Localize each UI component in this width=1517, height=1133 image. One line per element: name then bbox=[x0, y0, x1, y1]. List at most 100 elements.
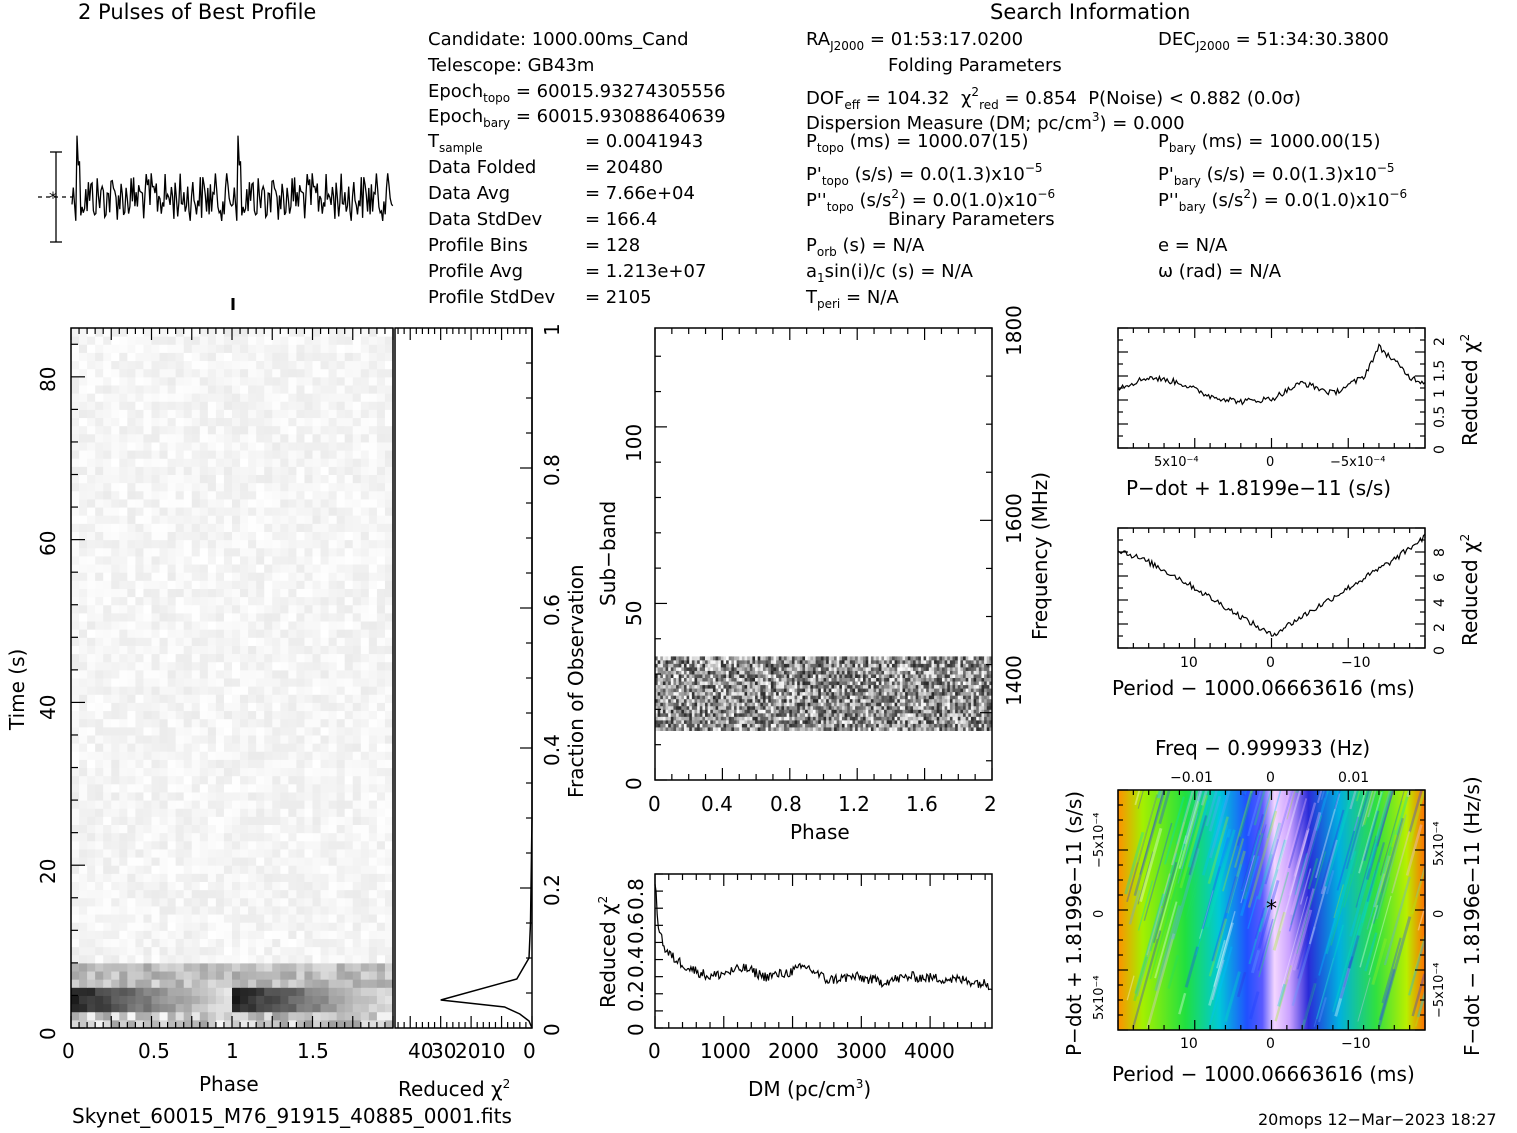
sb-cell bbox=[857, 712, 861, 717]
tp-cell bbox=[79, 515, 88, 524]
sb-cell bbox=[799, 705, 803, 710]
sb-cell bbox=[760, 688, 764, 693]
tp-cell bbox=[328, 800, 338, 809]
sb-cell bbox=[968, 712, 972, 717]
tp-cell bbox=[232, 889, 241, 899]
tp-cell bbox=[280, 881, 289, 891]
tp-cell bbox=[215, 791, 225, 801]
sb-cell bbox=[905, 716, 909, 721]
tp-cell bbox=[336, 564, 346, 573]
sb-cell bbox=[768, 712, 772, 717]
tp-cell bbox=[352, 987, 362, 996]
tp-cell bbox=[264, 417, 273, 427]
sb-cell bbox=[852, 712, 856, 717]
tp-cell bbox=[151, 661, 161, 671]
tp-cell bbox=[352, 962, 362, 972]
tp-cell bbox=[79, 352, 88, 362]
tp-cell bbox=[360, 1019, 370, 1029]
sb-cell bbox=[815, 709, 819, 714]
tp-cell bbox=[384, 938, 394, 948]
tp-cell bbox=[119, 515, 128, 524]
tp-cell bbox=[320, 979, 330, 988]
tp-cell bbox=[127, 344, 136, 353]
tp-cell bbox=[159, 857, 169, 866]
tp-cell bbox=[207, 962, 217, 972]
sb-cell bbox=[902, 727, 906, 731]
sb-cell bbox=[702, 695, 706, 700]
tp-cell bbox=[248, 653, 257, 663]
tp-cell bbox=[296, 726, 305, 736]
tp-cell bbox=[248, 1003, 257, 1013]
tp-cell bbox=[320, 376, 330, 386]
sb-cell bbox=[802, 723, 806, 728]
tp-cell bbox=[360, 612, 370, 622]
tp-cell bbox=[320, 474, 330, 484]
sb-cell bbox=[786, 727, 790, 731]
tp-cell bbox=[223, 971, 233, 980]
tp-cell bbox=[127, 930, 136, 939]
tp-cell bbox=[240, 995, 249, 1005]
tp-cell bbox=[119, 889, 128, 899]
sb-cell bbox=[949, 719, 953, 724]
sb-cell bbox=[913, 709, 917, 714]
sb-cell bbox=[762, 691, 766, 696]
tp-cell bbox=[352, 344, 362, 353]
tp-cell bbox=[71, 352, 80, 362]
sb-cell bbox=[860, 695, 864, 700]
tp-cell bbox=[111, 971, 120, 980]
sb-cell bbox=[694, 723, 698, 728]
tp-cell bbox=[95, 482, 104, 492]
tp-cell bbox=[336, 588, 346, 598]
sb-cell bbox=[736, 688, 740, 693]
sb-cell bbox=[910, 712, 914, 717]
tp-cell bbox=[312, 694, 322, 703]
sb-cell bbox=[665, 702, 669, 707]
sb-cell bbox=[947, 702, 951, 707]
tp-cell bbox=[264, 564, 273, 573]
tp-cell bbox=[151, 360, 161, 370]
tp-cell bbox=[87, 507, 96, 516]
sb-cell bbox=[865, 691, 869, 696]
tp-cell bbox=[232, 979, 241, 988]
tp-cell bbox=[256, 702, 265, 712]
tp-cell bbox=[368, 669, 378, 679]
tp-cell bbox=[143, 710, 152, 720]
tp-cell bbox=[328, 694, 338, 703]
tp-cell bbox=[248, 531, 257, 541]
tp-cell bbox=[135, 751, 144, 760]
tp-cell bbox=[352, 523, 362, 532]
tp-cell bbox=[191, 832, 201, 842]
tp-cell bbox=[336, 515, 346, 524]
sb-cell bbox=[820, 698, 824, 703]
sb-cell bbox=[889, 702, 893, 707]
tp-cell bbox=[312, 922, 322, 931]
sb-cell bbox=[823, 727, 827, 731]
tp-cell bbox=[103, 425, 112, 435]
tp-cell bbox=[103, 800, 112, 809]
tp-cell bbox=[288, 686, 297, 695]
sb-cell bbox=[710, 698, 714, 703]
tp-cell bbox=[352, 979, 362, 988]
sb-cell bbox=[797, 695, 801, 700]
tp-cell bbox=[264, 450, 273, 459]
tp-cell bbox=[272, 840, 281, 850]
sb-cell bbox=[665, 716, 669, 721]
sb-cell bbox=[970, 691, 974, 696]
tp-cell bbox=[111, 425, 120, 435]
sb-cell bbox=[913, 702, 917, 707]
tp-cell bbox=[199, 669, 209, 679]
tp-cell bbox=[159, 751, 169, 760]
tp-cell bbox=[143, 987, 152, 996]
sb-cell bbox=[731, 716, 735, 721]
sb-cell bbox=[841, 709, 845, 714]
tp-cell bbox=[175, 376, 185, 386]
tp-cell bbox=[320, 531, 330, 541]
tp-cell bbox=[256, 816, 265, 826]
tp-cell bbox=[344, 384, 354, 394]
tp-cell bbox=[232, 384, 241, 394]
sb-cell bbox=[689, 698, 693, 703]
sb-cell bbox=[968, 723, 972, 728]
tp-cell bbox=[376, 751, 386, 760]
tp-cell bbox=[256, 523, 265, 532]
sb-cell bbox=[899, 691, 903, 696]
